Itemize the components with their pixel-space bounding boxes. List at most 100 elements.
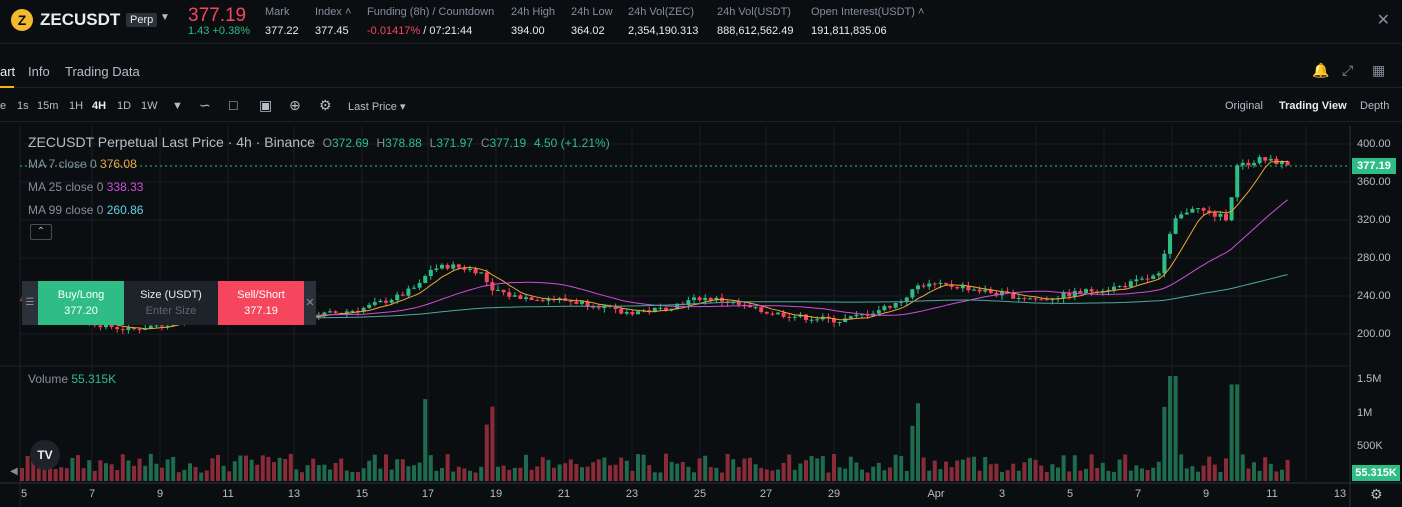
ma7-legend[interactable]: MA 7 close 0 376.08 — [28, 157, 137, 171]
stat-index[interactable]: Index ˄ 377.45 — [315, 6, 352, 37]
view-original[interactable]: Original — [1225, 100, 1263, 112]
interval-1s[interactable]: 1s — [17, 100, 29, 112]
volume-bar — [1005, 470, 1010, 481]
candle-body — [423, 276, 428, 283]
candle-body — [518, 295, 523, 299]
volume-bar — [423, 399, 428, 481]
volume-bar — [232, 461, 237, 481]
candle-body — [966, 285, 971, 291]
size-input[interactable]: Size (USDT) Enter Size — [124, 281, 218, 325]
chart-area[interactable]: ZECUSDT Perpetual Last Price · 4h · Bina… — [0, 126, 1402, 507]
settings-icon[interactable]: ⚙ — [319, 97, 332, 113]
buy-long-button[interactable]: Buy/Long 377.20 — [38, 281, 124, 325]
volume-bar — [1168, 376, 1172, 481]
candle-body — [1168, 233, 1172, 254]
candle-body — [1016, 297, 1021, 299]
volume-bar — [109, 464, 114, 481]
candle-body — [1078, 291, 1083, 293]
view-depth[interactable]: Depth — [1360, 100, 1390, 112]
time-axis-label: 19 — [489, 488, 503, 500]
add-icon[interactable]: ⊕ — [289, 97, 301, 113]
symbol-name[interactable]: ZECUSDT — [40, 10, 121, 29]
candle-type-icon[interactable]: □ — [229, 97, 238, 113]
candle-body — [770, 313, 775, 315]
candle-body — [165, 325, 170, 327]
camera-icon[interactable]: ▣ — [259, 97, 273, 113]
interval-time[interactable]: e — [0, 100, 7, 112]
volume-legend[interactable]: Volume 55.315K — [28, 372, 117, 386]
candle-body — [860, 314, 864, 316]
close-order-panel-icon[interactable]: ✕ — [304, 281, 316, 325]
close-icon[interactable]: ✕ — [1376, 12, 1390, 29]
volume-bar — [501, 465, 506, 481]
indicator-chart-icon[interactable]: ∽ — [199, 97, 211, 113]
sell-short-button[interactable]: Sell/Short 377.19 — [218, 281, 304, 325]
stat-mark: Mark 377.22 — [265, 6, 299, 37]
volume-bar — [356, 472, 360, 481]
candle-body — [1263, 157, 1268, 161]
volume-bar — [199, 472, 204, 481]
volume-bar — [680, 461, 685, 481]
candle-body — [652, 307, 657, 312]
volume-bar — [1067, 471, 1072, 481]
tab-info[interactable]: Info — [28, 64, 50, 79]
candle-body — [1022, 297, 1027, 299]
ma99-legend[interactable]: MA 99 close 0 260.86 — [28, 203, 144, 217]
price-type-select[interactable]: Last Price ▾ — [348, 101, 406, 113]
volume-bar — [221, 465, 226, 481]
candle-body — [854, 314, 859, 317]
tab-chart[interactable]: art — [0, 64, 16, 79]
layout-grid-icon[interactable]: ▦ — [1372, 62, 1386, 78]
candle-body — [456, 264, 461, 268]
interval-dropdown-icon[interactable]: ▼ — [172, 100, 183, 112]
volume-bar — [137, 458, 142, 481]
chart-settings-gear-icon[interactable]: ⚙ — [1370, 486, 1383, 502]
volume-bar — [876, 462, 881, 481]
drag-handle-icon[interactable]: ☰ — [22, 281, 38, 325]
volume-bar — [580, 467, 584, 481]
candle-body — [1196, 208, 1200, 210]
interval-15m[interactable]: 15m — [37, 100, 59, 112]
stat-open-interest[interactable]: Open Interest(USDT) ˄ 191,811,835.06 — [811, 6, 925, 37]
candle-body — [400, 294, 405, 296]
volume-bar — [1162, 406, 1167, 481]
volume-bar — [1151, 467, 1156, 481]
interval-4h[interactable]: 4H — [92, 100, 107, 112]
volume-bar — [1280, 469, 1284, 481]
volume-bar — [1117, 459, 1122, 481]
volume-bar — [641, 454, 646, 481]
candle-body — [434, 268, 439, 270]
candle-body — [389, 300, 394, 303]
volume-bar — [1044, 472, 1049, 481]
interval-1w[interactable]: 1W — [141, 100, 158, 112]
volume-bar — [960, 459, 965, 481]
volume-bar — [893, 454, 898, 481]
expand-icon[interactable]: ⤢ — [1342, 62, 1354, 78]
candle-body — [490, 282, 495, 291]
candle-body — [596, 307, 601, 309]
candle-body — [115, 327, 120, 330]
volume-bar — [1028, 458, 1032, 481]
bell-icon[interactable]: 🔔 — [1312, 62, 1330, 78]
volume-bar — [944, 461, 948, 481]
tradingview-logo-icon[interactable]: TV — [30, 440, 60, 470]
collapse-legend-icon[interactable]: ⌃ — [30, 224, 52, 240]
volume-bar — [529, 469, 534, 481]
interval-1d[interactable]: 1D — [117, 100, 132, 112]
ma25-legend[interactable]: MA 25 close 0 338.33 — [28, 180, 144, 194]
price-change: 1.43 +0.38% — [188, 25, 251, 37]
candle-body — [445, 264, 450, 269]
tab-trading-data[interactable]: Trading Data — [65, 64, 140, 79]
volume-bar — [865, 472, 870, 481]
candle-body — [1285, 161, 1290, 166]
volume-bar — [283, 458, 288, 481]
scroll-left-icon[interactable]: ◀ — [10, 466, 18, 477]
view-trading-view[interactable]: Trading View — [1279, 100, 1347, 112]
candle-body — [686, 300, 691, 306]
candle-body — [1067, 292, 1072, 297]
interval-1h[interactable]: 1H — [69, 100, 84, 112]
volume-bar — [64, 468, 69, 481]
candle-body — [1212, 212, 1217, 217]
volume-bar — [1056, 467, 1060, 481]
symbol-dropdown-icon[interactable]: ▼ — [160, 12, 170, 23]
